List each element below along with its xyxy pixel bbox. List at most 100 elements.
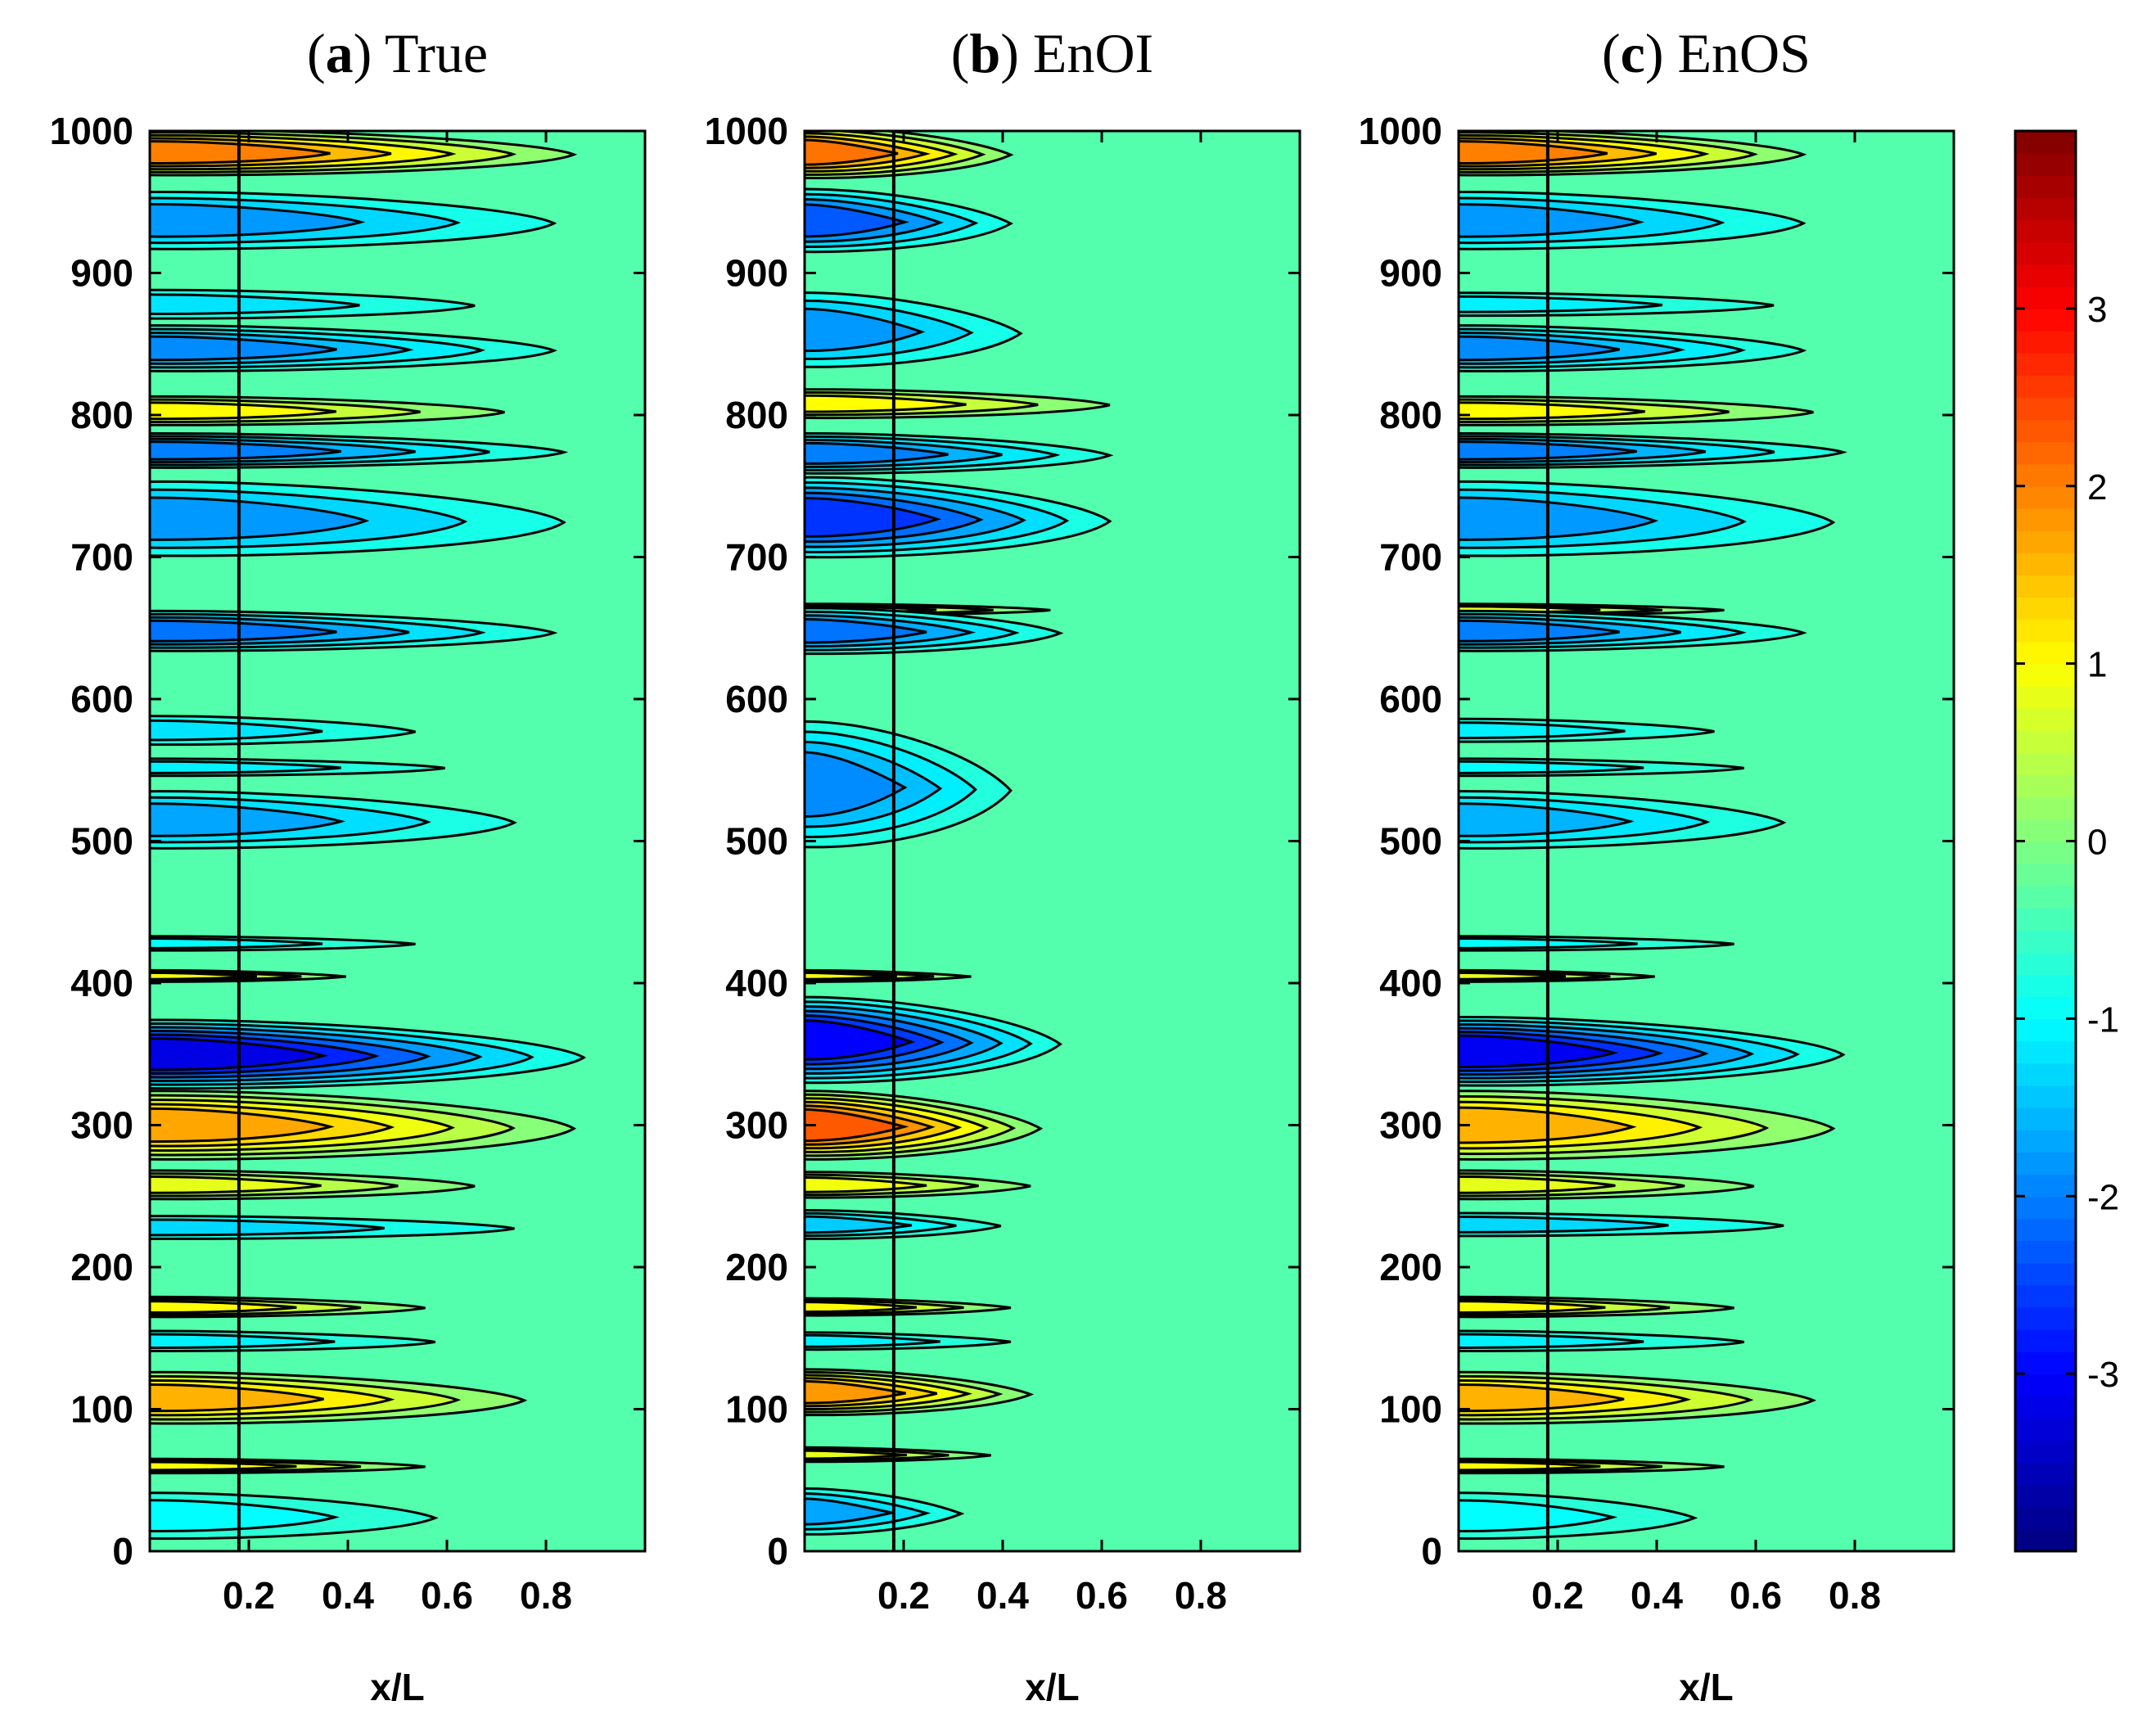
contour-band-22-1 bbox=[1459, 1499, 1618, 1532]
x-tick-label: 0.6 bbox=[1730, 1574, 1782, 1617]
colorbar-segment bbox=[2015, 1440, 2076, 1464]
x-tick-label: 0.6 bbox=[1076, 1574, 1128, 1617]
contour-band-13-2 bbox=[805, 1215, 913, 1234]
y-tick-label: 800 bbox=[1379, 394, 1442, 436]
colorbar-segment bbox=[2015, 952, 2076, 975]
contour-band-17-1 bbox=[1459, 1216, 1669, 1234]
colorbar-segment bbox=[2015, 863, 2076, 887]
contour-band-17-2 bbox=[805, 1449, 907, 1460]
contour-band-14-2 bbox=[805, 1301, 918, 1314]
colorbar-segment bbox=[2015, 752, 2076, 775]
colorbar-segment bbox=[2015, 1085, 2076, 1108]
x-tick-label: 0.8 bbox=[520, 1574, 572, 1617]
y-tick-label: 200 bbox=[725, 1246, 788, 1288]
contour-band-9-2 bbox=[805, 971, 897, 981]
contour-band-1-2 bbox=[150, 203, 366, 238]
y-tick-label: 500 bbox=[725, 820, 788, 863]
contour-band-13-5 bbox=[150, 1037, 329, 1072]
colorbar-segment bbox=[2015, 1528, 2076, 1552]
y-tick-label: 300 bbox=[725, 1104, 788, 1147]
contour-band-18-2 bbox=[1459, 1300, 1606, 1315]
y-tick-label: 0 bbox=[1421, 1530, 1442, 1572]
colorbar-segment bbox=[2015, 1129, 2076, 1153]
panel-title: (c) EnOS bbox=[1602, 22, 1811, 84]
contour-band-3-3 bbox=[150, 335, 337, 362]
colorbar-tick-label: -2 bbox=[2087, 1177, 2119, 1217]
contour-band-4-2 bbox=[1459, 401, 1645, 421]
y-tick-label: 1000 bbox=[50, 110, 133, 152]
y-tick-label: 300 bbox=[1379, 1104, 1442, 1147]
x-axis-label: x/L bbox=[1025, 1666, 1079, 1708]
contour-band-18-2 bbox=[805, 1497, 893, 1526]
colorbar-segment bbox=[2015, 619, 2076, 643]
colorbar-segment bbox=[2015, 996, 2076, 1020]
panel-title: (a) True bbox=[307, 22, 488, 84]
contour-band-10-5 bbox=[805, 1019, 916, 1061]
contour-band-1-3 bbox=[805, 203, 910, 238]
contour-band-2-1 bbox=[150, 293, 360, 315]
y-tick-label: 900 bbox=[725, 252, 788, 295]
colorbar-segment bbox=[2015, 219, 2076, 243]
colorbar-segment bbox=[2015, 575, 2076, 598]
colorbar-segment bbox=[2015, 1040, 2076, 1064]
x-tick-label: 0.4 bbox=[1631, 1574, 1683, 1617]
colorbar-segment bbox=[2015, 796, 2076, 820]
title-letter: a bbox=[326, 22, 354, 84]
contour-band-12-2 bbox=[805, 1176, 927, 1193]
colorbar-segment bbox=[2015, 819, 2076, 842]
colorbar-segment bbox=[2015, 1262, 2076, 1286]
contour-band-4-3 bbox=[805, 441, 949, 465]
colorbar-segment bbox=[2015, 375, 2076, 399]
colorbar-segment bbox=[2015, 841, 2076, 864]
contour-band-5-4 bbox=[805, 497, 942, 538]
contour-band-2-1 bbox=[1459, 295, 1663, 314]
title-paren-open: ( bbox=[951, 22, 970, 84]
colorbar-segment bbox=[2015, 1306, 2076, 1330]
colorbar-segment bbox=[2015, 1418, 2076, 1442]
contour-features bbox=[805, 131, 1114, 1536]
contour-band-14-5 bbox=[1459, 1034, 1619, 1068]
contour-band-19-3 bbox=[150, 1383, 324, 1413]
colorbar-segment bbox=[2015, 508, 2076, 531]
colorbar-segment bbox=[2015, 1152, 2076, 1175]
colorbar-segment bbox=[2015, 1329, 2076, 1352]
contour-band-7-3 bbox=[150, 619, 337, 643]
title-paren-open: ( bbox=[307, 22, 326, 84]
contour-band-21-1 bbox=[150, 1499, 340, 1532]
contour-band-5-3 bbox=[150, 440, 341, 461]
title-letter: c bbox=[1621, 22, 1645, 84]
y-tick-label: 1000 bbox=[1359, 110, 1442, 152]
y-tick-label: 0 bbox=[112, 1530, 133, 1572]
title-name: ) True bbox=[354, 22, 488, 84]
colorbar-segment bbox=[2015, 1174, 2076, 1198]
contour-band-8-3 bbox=[1459, 619, 1620, 643]
y-tick-label: 100 bbox=[725, 1388, 788, 1431]
colorbar-segment bbox=[2015, 264, 2076, 287]
colorbar-segment bbox=[2015, 1107, 2076, 1130]
contour-band-13-2 bbox=[1459, 971, 1566, 981]
contour-band-7-3 bbox=[805, 617, 927, 644]
x-axis-label: x/L bbox=[1679, 1666, 1733, 1708]
colorbar-segment bbox=[2015, 286, 2076, 309]
colorbar-segment bbox=[2015, 1196, 2076, 1220]
y-tick-label: 700 bbox=[1379, 536, 1442, 579]
colorbar-tick-label: 3 bbox=[2087, 290, 2107, 330]
title-name: ) EnOI bbox=[1000, 22, 1153, 84]
colorbar-segment bbox=[2015, 1284, 2076, 1308]
contour-band-17-2 bbox=[150, 1300, 297, 1315]
colorbar-segment bbox=[2015, 485, 2076, 509]
y-tick-label: 200 bbox=[70, 1246, 133, 1288]
colorbar-segment bbox=[2015, 463, 2076, 487]
title-paren-open: ( bbox=[1602, 22, 1621, 84]
colorbar-segment bbox=[2015, 1396, 2076, 1419]
colorbar-segment bbox=[2015, 907, 2076, 931]
x-tick-label: 0.4 bbox=[977, 1574, 1029, 1617]
contour-band-16-2 bbox=[1459, 1175, 1616, 1194]
colorbar-segment bbox=[2015, 1374, 2076, 1397]
y-tick-label: 500 bbox=[70, 820, 133, 863]
colorbar-segment bbox=[2015, 553, 2076, 575]
y-tick-label: 200 bbox=[1379, 1246, 1442, 1288]
colorbar-segment bbox=[2015, 1484, 2076, 1508]
colorbar-tick-label: 2 bbox=[2087, 467, 2107, 508]
